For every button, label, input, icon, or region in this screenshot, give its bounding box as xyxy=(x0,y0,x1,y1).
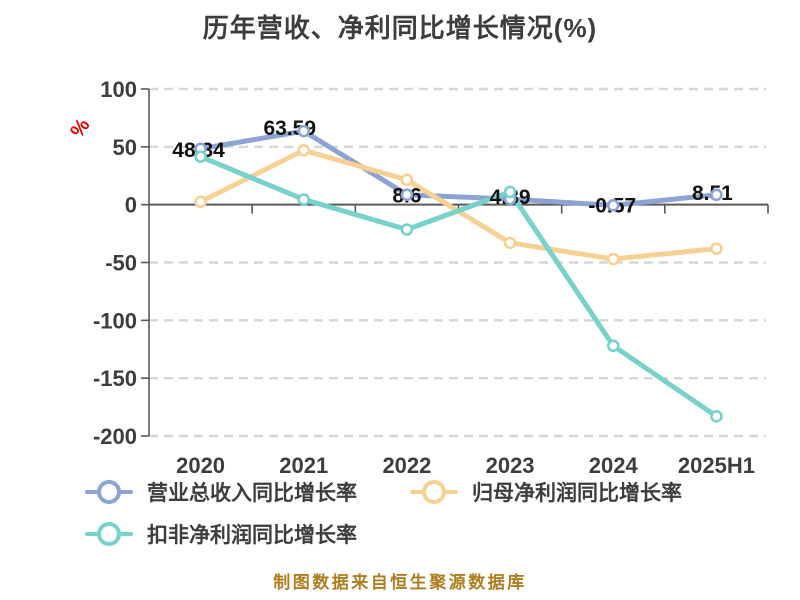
legend-marker-deducted-net-profit-icon xyxy=(85,519,133,549)
data-point-marker xyxy=(194,195,207,209)
x-tick-label: 2023 xyxy=(486,453,535,478)
y-tick-label: 50 xyxy=(113,135,137,160)
data-point-marker xyxy=(710,410,723,423)
legend-item-deducted-net-profit-growth[interactable]: 扣非净利润同比增长率 xyxy=(85,519,357,549)
y-tick-label: 100 xyxy=(100,77,137,102)
data-point-marker xyxy=(606,339,620,353)
legend-label-deducted-net-profit-growth: 扣非净利润同比增长率 xyxy=(147,524,357,547)
legend-label-net-profit-growth: 归母净利润同比增长率 xyxy=(472,482,682,505)
data-point-marker xyxy=(297,124,311,138)
y-tick-label: -50 xyxy=(105,251,137,276)
x-tick-label: 2021 xyxy=(279,453,328,478)
legend-marker-revenue-icon xyxy=(85,477,133,507)
data-point-marker xyxy=(710,242,723,255)
data-point-marker xyxy=(194,150,207,163)
legend-item-revenue-growth[interactable]: 营业总收入同比增长率 xyxy=(85,477,357,507)
data-point-marker xyxy=(297,193,311,206)
y-tick-label: -150 xyxy=(93,366,137,391)
series-line xyxy=(198,154,719,419)
data-point-marker xyxy=(503,236,517,250)
data-point-marker xyxy=(400,173,414,187)
data-point-marker xyxy=(606,252,620,266)
chart-title: 历年营收、净利同比增长情况(%) xyxy=(202,13,598,43)
y-tick-label: 0 xyxy=(125,193,137,218)
legend-item-net-profit-growth[interactable]: 归母净利润同比增长率 xyxy=(410,477,682,507)
x-tick-label: 2025H1 xyxy=(678,453,755,478)
data-point-marker xyxy=(710,188,723,202)
series-line xyxy=(198,128,719,208)
data-point-marker xyxy=(606,199,620,212)
legend-marker-net-profit-icon xyxy=(410,477,458,507)
y-tick-label: -200 xyxy=(93,424,137,449)
data-source-note: 制图数据来自恒生聚源数据库 xyxy=(273,573,527,592)
data-point-marker xyxy=(400,223,414,236)
x-tick-label: 2022 xyxy=(382,453,431,478)
x-tick-label: 2020 xyxy=(176,453,225,478)
data-point-marker xyxy=(503,185,517,199)
data-point-marker xyxy=(297,144,311,157)
legend-label-revenue-growth: 营业总收入同比增长率 xyxy=(147,482,357,505)
x-tick-label: 2024 xyxy=(589,453,639,478)
y-tick-label: -100 xyxy=(93,308,137,333)
data-point-marker xyxy=(400,188,414,202)
